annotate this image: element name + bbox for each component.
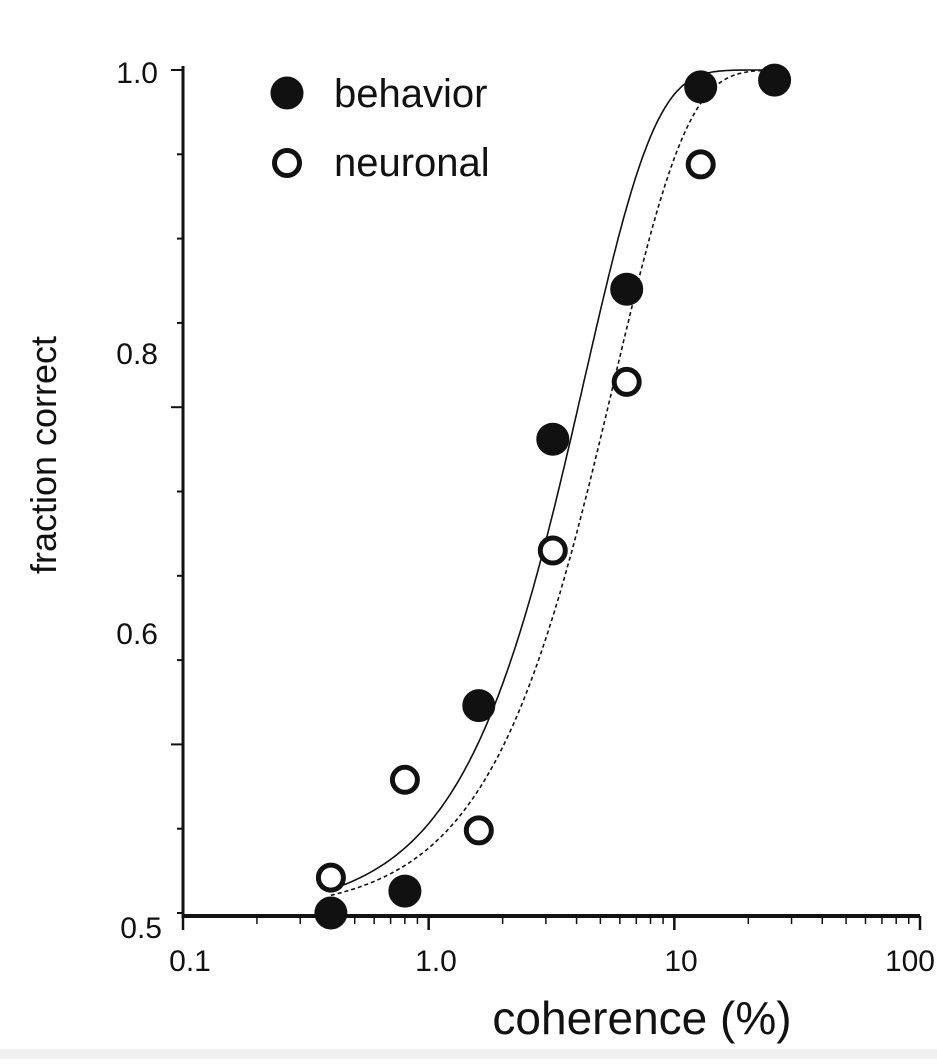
marker-layer: [314, 63, 792, 930]
point-behavior-0: [314, 896, 348, 930]
point-behavior-5: [684, 70, 718, 104]
point-behavior-6: [758, 63, 792, 97]
y-tick-label-0.6: 0.6: [116, 618, 158, 651]
axes-layer: [181, 66, 920, 918]
y-tick-label-1.0: 1.0: [116, 57, 158, 90]
x-tick-label-100: 100: [885, 945, 935, 978]
x-tick-label-10: 10: [664, 945, 697, 978]
point-neuronal-3: [537, 535, 568, 566]
x-tick-label-0.1: 0.1: [169, 945, 211, 978]
fit-curve-neuronal: [330, 69, 774, 897]
label-layer: 1.0 0.8 0.6 0.5 0.1 1.0 10 100 fraction …: [23, 57, 935, 1044]
point-behavior-3: [536, 422, 570, 456]
legend-marker-behavior: [270, 76, 304, 110]
point-neuronal-2: [463, 815, 494, 846]
legend-label-neuronal: neuronal: [334, 141, 490, 185]
y-tick-label-0.8: 0.8: [116, 338, 158, 371]
point-behavior-2: [462, 689, 496, 723]
point-behavior-1: [388, 874, 422, 908]
y-tick-label-0.5: 0.5: [120, 912, 162, 945]
x-tick-label-1.0: 1.0: [415, 945, 457, 978]
y-axis-title: fraction correct: [23, 336, 64, 574]
fit-curve-behavior: [330, 69, 774, 891]
point-neuronal-0: [315, 862, 346, 893]
minor-ticks: [171, 69, 922, 930]
x-axis-title: coherence (%): [492, 992, 791, 1044]
legend-label-behavior: behavior: [334, 72, 487, 116]
bottom-strip: [0, 1049, 937, 1059]
legend-marker-neuronal: [272, 148, 302, 178]
point-neuronal-5: [685, 149, 716, 180]
point-neuronal-4: [611, 366, 642, 397]
legend: behavior neuronal: [270, 72, 490, 185]
point-neuronal-1: [389, 764, 420, 795]
point-behavior-4: [610, 272, 644, 306]
